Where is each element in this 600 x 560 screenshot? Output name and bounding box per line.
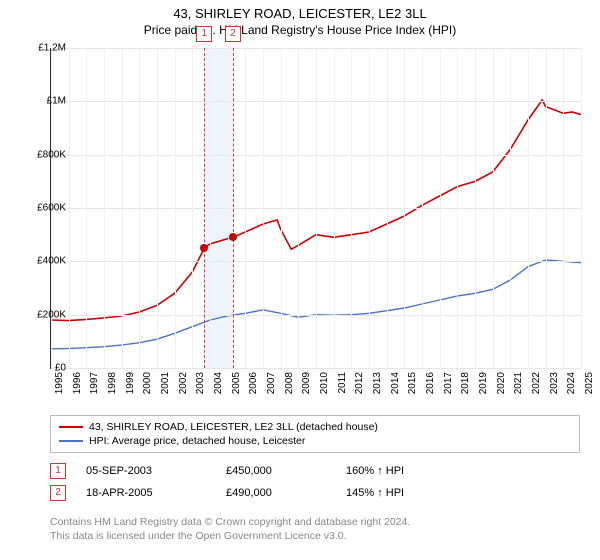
legend-item: HPI: Average price, detached house, Leic… (59, 434, 571, 448)
x-axis-label: 2015 (407, 372, 418, 394)
transaction-row: 2 18-APR-2005 £490,000 145% ↑ HPI (50, 482, 580, 504)
x-axis-label: 2025 (584, 372, 595, 394)
transaction-hpi: 145% ↑ HPI (346, 487, 404, 499)
x-axis-label: 2006 (248, 372, 259, 394)
x-axis-label: 1999 (125, 372, 136, 394)
legend-label: 43, SHIRLEY ROAD, LEICESTER, LE2 3LL (de… (89, 421, 378, 433)
chart-subtitle: Price paid vs. HM Land Registry's House … (0, 21, 600, 37)
footer-line: This data is licensed under the Open Gov… (50, 529, 580, 543)
transaction-hpi: 160% ↑ HPI (346, 465, 404, 477)
x-axis-label: 2022 (531, 372, 542, 394)
x-axis-label: 2023 (549, 372, 560, 394)
x-axis-label: 1997 (89, 372, 100, 394)
transaction-price: £450,000 (226, 465, 346, 477)
x-axis-label: 2020 (496, 372, 507, 394)
x-axis-label: 2003 (195, 372, 206, 394)
x-axis-label: 2011 (337, 372, 348, 394)
x-axis-label: 2009 (301, 372, 312, 394)
transaction-marker-icon: 1 (50, 463, 66, 479)
data-point-marker (200, 244, 208, 252)
y-axis-label: £800K (37, 149, 66, 160)
y-axis-label: £600K (37, 203, 66, 214)
x-axis-label: 2007 (266, 372, 277, 394)
y-axis-label: £200K (37, 309, 66, 320)
x-axis-label: 2019 (478, 372, 489, 394)
footer-attribution: Contains HM Land Registry data © Crown c… (50, 515, 580, 543)
legend-swatch (59, 440, 83, 442)
x-axis-label: 2013 (372, 372, 383, 394)
data-point-marker (229, 233, 237, 241)
x-axis-label: 1998 (107, 372, 118, 394)
x-axis-label: 2001 (160, 372, 171, 394)
chart-marker-icon: 1 (196, 26, 212, 42)
x-axis-label: 2012 (354, 372, 365, 394)
footer-line: Contains HM Land Registry data © Crown c… (50, 515, 580, 529)
x-axis-label: 1995 (54, 372, 65, 394)
legend-swatch (59, 426, 83, 428)
x-axis-label: 2002 (178, 372, 189, 394)
y-axis-label: £1.2M (38, 43, 66, 54)
x-axis-label: 2018 (460, 372, 471, 394)
transactions-table: 1 05-SEP-2003 £450,000 160% ↑ HPI 2 18-A… (50, 460, 580, 504)
legend-item: 43, SHIRLEY ROAD, LEICESTER, LE2 3LL (de… (59, 420, 571, 434)
transaction-marker-icon: 2 (50, 485, 66, 501)
x-axis-label: 2014 (390, 372, 401, 394)
transaction-date: 18-APR-2005 (86, 487, 226, 499)
transaction-price: £490,000 (226, 487, 346, 499)
x-axis-label: 1996 (72, 372, 83, 394)
x-axis-label: 2005 (231, 372, 242, 394)
transaction-date: 05-SEP-2003 (86, 465, 226, 477)
transaction-row: 1 05-SEP-2003 £450,000 160% ↑ HPI (50, 460, 580, 482)
chart-title: 43, SHIRLEY ROAD, LEICESTER, LE2 3LL (0, 0, 600, 21)
x-axis-label: 2000 (142, 372, 153, 394)
x-axis-label: 2024 (566, 372, 577, 394)
chart-container: 43, SHIRLEY ROAD, LEICESTER, LE2 3LL Pri… (0, 0, 600, 560)
x-axis-label: 2017 (443, 372, 454, 394)
x-axis-label: 2021 (513, 372, 524, 394)
chart-marker-icon: 2 (225, 26, 241, 42)
x-axis-label: 2016 (425, 372, 436, 394)
chart-plot-area: 12 (50, 48, 581, 369)
x-axis-label: 2004 (213, 372, 224, 394)
x-axis-label: 2010 (319, 372, 330, 394)
legend-label: HPI: Average price, detached house, Leic… (89, 435, 305, 447)
x-axis-label: 2008 (284, 372, 295, 394)
legend-box: 43, SHIRLEY ROAD, LEICESTER, LE2 3LL (de… (50, 415, 580, 453)
y-axis-label: £400K (37, 256, 66, 267)
y-axis-label: £1M (47, 96, 66, 107)
